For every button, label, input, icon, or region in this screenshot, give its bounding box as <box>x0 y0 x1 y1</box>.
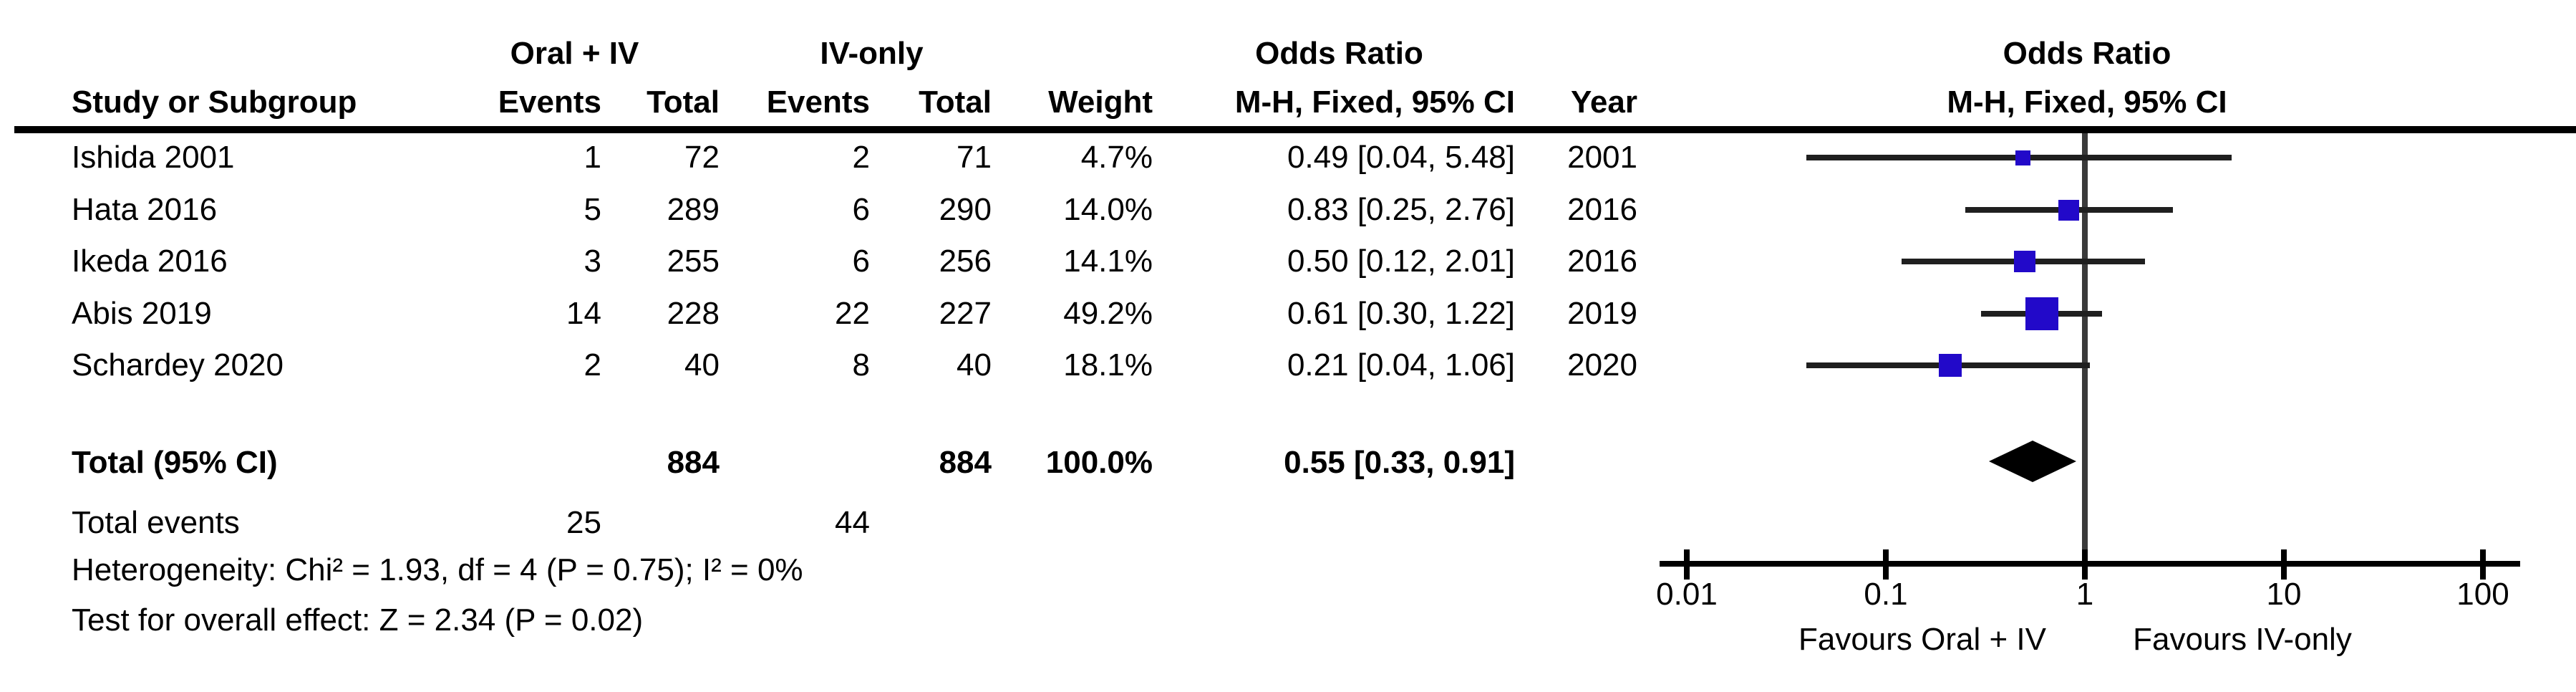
study-name: Ishida 2001 <box>72 140 235 175</box>
axis-tick-label: 0.1 <box>1864 577 1908 612</box>
study-year: 2020 <box>1567 347 1637 383</box>
study-weight: 18.1% <box>1063 347 1153 383</box>
odds-ratio-column-header: Odds Ratio <box>1255 36 1423 71</box>
axis-tick-label: 100 <box>2456 577 2509 612</box>
study-year: 2019 <box>1567 296 1637 331</box>
study-events-iv: 2 <box>852 140 870 175</box>
effect-square <box>2058 200 2079 221</box>
study-or-ci-text: 0.61 [0.30, 1.22] <box>1287 296 1515 331</box>
study-name: Schardey 2020 <box>72 347 284 383</box>
total-weight: 100.0% <box>1045 445 1153 480</box>
study-total-oral: 40 <box>684 347 720 383</box>
axis-tick <box>1883 549 1889 580</box>
total-diamond <box>1989 441 2076 482</box>
study-year: 2016 <box>1567 192 1637 227</box>
study-events-oral: 1 <box>584 140 601 175</box>
axis-tick <box>2480 549 2486 580</box>
total-events-label: Total events <box>72 505 240 540</box>
column-header-total-iv: Total <box>919 85 992 120</box>
column-header-or-ci: M-H, Fixed, 95% CI <box>1234 85 1515 120</box>
study-events-oral: 14 <box>566 296 601 331</box>
plot-method-subheader: M-H, Fixed, 95% CI <box>1947 85 2227 120</box>
study-events-oral: 3 <box>584 244 601 279</box>
study-total-iv: 40 <box>957 347 992 383</box>
favours-right-label: Favours IV-only <box>2133 622 2352 657</box>
total-row-label: Total (95% CI) <box>72 445 278 480</box>
x-axis-line <box>1660 561 2520 567</box>
total-events-iv-only: 44 <box>835 505 870 540</box>
axis-tick <box>2082 549 2088 580</box>
study-name: Hata 2016 <box>72 192 218 227</box>
axis-tick-label: 10 <box>2266 577 2302 612</box>
total-or-ci-text: 0.55 [0.33, 0.91] <box>1284 445 1515 480</box>
study-weight: 4.7% <box>1080 140 1153 175</box>
study-name: Ikeda 2016 <box>72 244 228 279</box>
heterogeneity-text: Heterogeneity: Chi² = 1.93, df = 4 (P = … <box>72 552 803 587</box>
group-header-oral-iv: Oral + IV <box>510 36 639 71</box>
column-header-weight: Weight <box>1048 85 1153 120</box>
study-events-oral: 5 <box>584 192 601 227</box>
column-header-year: Year <box>1571 85 1637 120</box>
study-year: 2016 <box>1567 244 1637 279</box>
study-events-iv: 6 <box>852 244 870 279</box>
axis-tick <box>1684 549 1690 580</box>
study-or-ci-text: 0.21 [0.04, 1.06] <box>1287 347 1515 383</box>
study-total-oral: 289 <box>667 192 720 227</box>
study-or-ci-text: 0.49 [0.04, 5.48] <box>1287 140 1515 175</box>
plot-odds-ratio-header: Odds Ratio <box>2003 36 2171 71</box>
study-weight: 14.0% <box>1063 192 1153 227</box>
study-year: 2001 <box>1567 140 1637 175</box>
study-total-iv: 256 <box>939 244 992 279</box>
total-events-oral-iv: 25 <box>566 505 601 540</box>
axis-tick <box>2281 549 2287 580</box>
null-effect-line <box>2082 133 2088 567</box>
column-header-study: Study or Subgroup <box>72 85 357 120</box>
study-or-ci-text: 0.50 [0.12, 2.01] <box>1287 244 1515 279</box>
study-name: Abis 2019 <box>72 296 212 331</box>
study-total-iv: 227 <box>939 296 992 331</box>
study-weight: 49.2% <box>1063 296 1153 331</box>
header-rule <box>14 126 2576 133</box>
study-events-iv: 6 <box>852 192 870 227</box>
total-iv-only: 884 <box>939 445 992 480</box>
study-weight: 14.1% <box>1063 244 1153 279</box>
axis-tick-label: 1 <box>2076 577 2094 612</box>
group-header-iv-only: IV-only <box>820 36 924 71</box>
study-total-oral: 255 <box>667 244 720 279</box>
favours-left-label: Favours Oral + IV <box>1798 622 2046 657</box>
effect-square <box>2015 150 2030 165</box>
study-or-ci-text: 0.83 [0.25, 2.76] <box>1287 192 1515 227</box>
study-events-iv: 22 <box>835 296 870 331</box>
column-header-events-oral: Events <box>498 85 601 120</box>
study-events-iv: 8 <box>852 347 870 383</box>
study-total-iv: 290 <box>939 192 992 227</box>
column-header-total-oral: Total <box>647 85 720 120</box>
axis-tick-label: 0.01 <box>1656 577 1718 612</box>
column-header-events-iv: Events <box>766 85 870 120</box>
total-oral-iv: 884 <box>667 445 720 480</box>
study-events-oral: 2 <box>584 347 601 383</box>
overall-effect-text: Test for overall effect: Z = 2.34 (P = 0… <box>72 602 644 638</box>
effect-square <box>2014 251 2035 272</box>
study-total-oral: 72 <box>684 140 720 175</box>
effect-square <box>1939 354 1962 377</box>
study-total-oral: 228 <box>667 296 720 331</box>
study-total-iv: 71 <box>957 140 992 175</box>
effect-square <box>2025 297 2058 330</box>
